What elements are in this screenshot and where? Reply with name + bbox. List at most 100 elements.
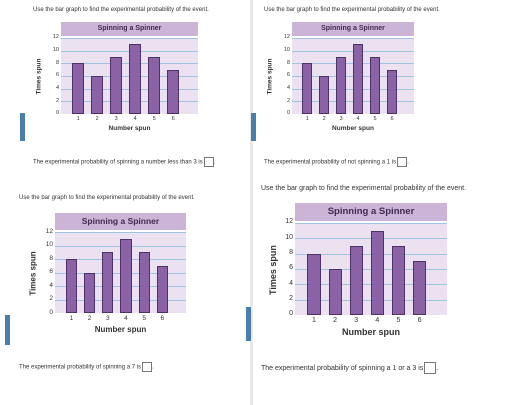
- x-tick-label: 2: [87, 315, 92, 322]
- x-tick-label: 6: [417, 317, 422, 324]
- y-tick-label: 0: [55, 110, 59, 117]
- x-tick-label: 4: [356, 116, 360, 122]
- answer-input[interactable]: [424, 362, 437, 374]
- chart-title: Spinning a Spinner: [292, 22, 414, 36]
- x-tick-label: 5: [396, 317, 401, 324]
- gridline: [295, 223, 447, 224]
- y-tick-label: 8: [55, 59, 59, 66]
- question-marker: [5, 315, 10, 345]
- answer-input[interactable]: [203, 157, 214, 167]
- x-tick-label: 3: [105, 315, 110, 322]
- bar-1: [301, 63, 313, 114]
- bar-4: [370, 230, 384, 315]
- bar-chart-1: Spinning a Spinner 0 2 4 6 8 10 12 1 2 3 4 5 6 Number …: [33, 22, 198, 140]
- question-period: .: [436, 364, 439, 372]
- y-tick-label: 6: [49, 268, 53, 276]
- x-tick-label: 1: [76, 116, 80, 122]
- y-tick-label: 8: [49, 254, 53, 262]
- y-tick-label: 4: [289, 279, 293, 287]
- bar-1: [65, 259, 77, 313]
- question-marker: [246, 307, 251, 341]
- instruction-text: Use the bar graph to find the experiment…: [33, 7, 209, 13]
- y-tick-label: 2: [55, 97, 59, 104]
- y-tick-label: 12: [52, 34, 59, 41]
- bar-1: [72, 63, 85, 114]
- bar-6: [413, 261, 427, 315]
- question-marker: [251, 113, 256, 141]
- bar-chart-2: Spinning a Spinner 0 2 4 6 8 10 12 1 2 3 4 5 6 Number …: [264, 22, 414, 140]
- y-tick-label: 12: [283, 34, 290, 41]
- question-panel-2: Use the bar graph to find the experiment…: [251, 0, 506, 200]
- x-tick-label: 5: [152, 116, 156, 122]
- x-tick-label: 5: [142, 315, 146, 322]
- y-tick-label: 0: [286, 110, 290, 117]
- y-tick-label: 2: [49, 295, 53, 303]
- gridline: [55, 232, 186, 233]
- x-tick-label: 3: [339, 116, 343, 122]
- bar-6: [167, 69, 180, 114]
- bar-4: [120, 238, 132, 313]
- x-tick-label: 2: [322, 116, 326, 122]
- x-tick-label: 6: [160, 315, 165, 322]
- x-tick-label: 4: [375, 317, 380, 324]
- x-axis-label: Number spun: [94, 324, 147, 334]
- y-tick-label: 8: [289, 249, 293, 257]
- gridline: [61, 38, 198, 39]
- x-axis-label: Number spun: [108, 124, 151, 132]
- question-text: The experimental probability of spinning…: [261, 364, 424, 372]
- question-period: .: [407, 159, 409, 166]
- y-tick-label: 8: [286, 59, 290, 66]
- bar-3: [335, 57, 347, 114]
- bar-6: [156, 265, 168, 313]
- bar-6: [386, 69, 398, 114]
- bar-5: [138, 252, 150, 313]
- y-tick-label: 6: [289, 264, 293, 272]
- question-text-row: The experimental probability of not spin…: [264, 157, 409, 167]
- x-tick-label: 2: [95, 116, 99, 122]
- y-axis-label: Times spun: [28, 250, 38, 296]
- instruction-text: Use the bar graph to find the experiment…: [261, 185, 467, 192]
- question-text-row: The experimental probability of spinning…: [19, 362, 154, 372]
- y-axis-label: Times spun: [268, 244, 278, 295]
- chart-title: Spinning a Spinner: [55, 213, 186, 230]
- question-marker: [20, 113, 25, 141]
- x-tick-label: 5: [373, 116, 377, 122]
- y-tick-label: 4: [286, 85, 290, 92]
- y-tick-label: 6: [286, 72, 290, 79]
- bar-chart-4: Spinning a Spinner 0 2 4 6 8 10 12 1 2 3 4 5 6 Number …: [259, 203, 447, 343]
- question-panel-4: Use the bar graph to find the experiment…: [246, 185, 506, 405]
- bar-3: [102, 252, 114, 313]
- y-tick-label: 10: [45, 241, 53, 249]
- question-period: .: [152, 364, 154, 371]
- x-tick-label: 2: [333, 317, 338, 324]
- bar-5: [369, 57, 381, 114]
- bar-4: [129, 44, 142, 114]
- answer-input[interactable]: [397, 157, 408, 167]
- question-text-row: The experimental probability of spinning…: [261, 362, 438, 374]
- bar-2: [318, 76, 330, 114]
- x-tick-label: 3: [114, 116, 118, 122]
- question-text: The experimental probability of not spin…: [264, 159, 397, 166]
- answer-input[interactable]: [142, 362, 153, 372]
- question-text-row: The experimental probability of spinning…: [33, 157, 215, 167]
- x-axis-label: Number spun: [332, 124, 374, 132]
- question-text: The experimental probability of spinning…: [33, 159, 203, 166]
- x-tick-label: 1: [305, 116, 309, 122]
- bar-chart-3: Spinning a Spinner 0 2 4 6 8 10 12 1 2 3 4 5 6 Number …: [23, 213, 186, 341]
- question-period: .: [213, 159, 216, 166]
- y-tick-label: 2: [286, 97, 290, 104]
- x-tick-label: 3: [354, 317, 359, 324]
- bar-1: [307, 253, 321, 315]
- chart-title: Spinning a Spinner: [295, 203, 447, 221]
- y-axis-label: Times spun: [35, 58, 43, 95]
- bar-2: [328, 269, 342, 315]
- y-tick-label: 10: [283, 47, 290, 54]
- y-tick-label: 4: [55, 85, 59, 92]
- y-tick-label: 10: [52, 47, 59, 54]
- y-tick-label: 2: [289, 295, 293, 303]
- x-tick-label: 6: [171, 116, 175, 122]
- x-tick-label: 6: [390, 116, 394, 122]
- bar-5: [391, 246, 405, 315]
- instruction-text: Use the bar graph to find the experiment…: [19, 195, 195, 201]
- question-panel-1: Use the bar graph to find the experiment…: [0, 0, 250, 200]
